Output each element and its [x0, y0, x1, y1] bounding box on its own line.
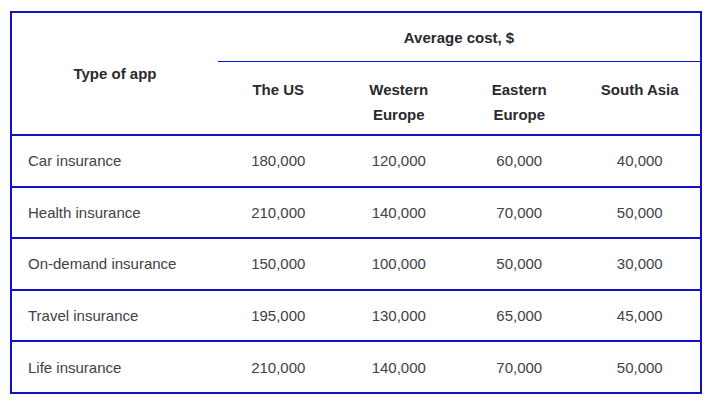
column-header-label: South Asia [601, 78, 679, 103]
type-of-app-header: Type of app [12, 13, 218, 134]
column-header-label: Western Europe [351, 78, 446, 128]
value-cell: 140,000 [339, 204, 460, 221]
table-row: On-demand insurance 150,000 100,000 50,0… [12, 237, 700, 289]
value-cell: 45,000 [580, 307, 701, 324]
table-row: Life insurance 210,000 140,000 70,000 50… [12, 340, 700, 392]
row-label: On-demand insurance [12, 255, 218, 272]
column-headers-row: The US Western Europe Eastern Europe Sou… [218, 62, 700, 134]
value-cell: 60,000 [459, 152, 580, 169]
average-cost-group-header: Average cost, $ [218, 13, 700, 61]
page: Type of app Average cost, $ The US Weste… [0, 0, 712, 407]
cost-header-group: Average cost, $ The US Western Europe Ea… [218, 13, 700, 134]
table-row: Car insurance 180,000 120,000 60,000 40,… [12, 134, 700, 186]
column-header-south-asia: South Asia [580, 78, 701, 134]
value-cell: 120,000 [339, 152, 460, 169]
column-header-the-us: The US [218, 78, 339, 134]
value-cell: 70,000 [459, 204, 580, 221]
value-cell: 180,000 [218, 152, 339, 169]
row-label: Travel insurance [12, 307, 218, 324]
value-cell: 195,000 [218, 307, 339, 324]
value-cell: 140,000 [339, 359, 460, 376]
value-cell: 70,000 [459, 359, 580, 376]
column-header-western-europe: Western Europe [339, 78, 460, 134]
column-header-label: The US [252, 78, 304, 103]
value-cell: 50,000 [459, 255, 580, 272]
column-header-label: Eastern Europe [472, 78, 567, 128]
row-label: Life insurance [12, 359, 218, 376]
value-cell: 50,000 [580, 359, 701, 376]
value-cell: 40,000 [580, 152, 701, 169]
table-row: Health insurance 210,000 140,000 70,000 … [12, 186, 700, 238]
column-header-eastern-europe: Eastern Europe [459, 78, 580, 134]
value-cell: 150,000 [218, 255, 339, 272]
row-label: Health insurance [12, 204, 218, 221]
value-cell: 65,000 [459, 307, 580, 324]
average-cost-table: Type of app Average cost, $ The US Weste… [10, 11, 702, 394]
value-cell: 30,000 [580, 255, 701, 272]
table-row: Travel insurance 195,000 130,000 65,000 … [12, 289, 700, 341]
value-cell: 210,000 [218, 204, 339, 221]
table-header: Type of app Average cost, $ The US Weste… [12, 13, 700, 134]
value-cell: 130,000 [339, 307, 460, 324]
value-cell: 210,000 [218, 359, 339, 376]
value-cell: 50,000 [580, 204, 701, 221]
row-label: Car insurance [12, 152, 218, 169]
value-cell: 100,000 [339, 255, 460, 272]
